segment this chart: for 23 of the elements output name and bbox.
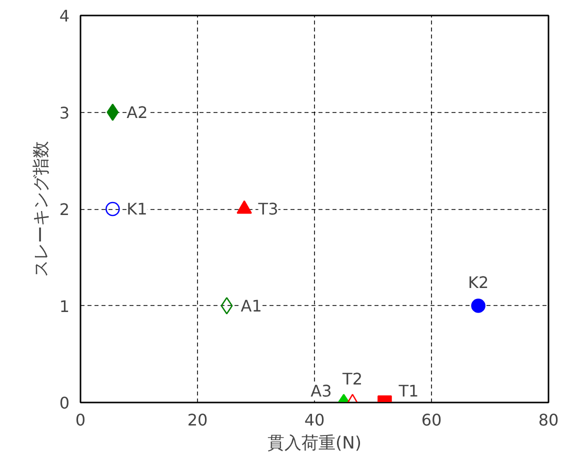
x-tick-label: 60 xyxy=(421,410,442,430)
series-label: K1 xyxy=(126,200,148,218)
x-tick-label: 20 xyxy=(187,410,208,430)
x-tick-label: 40 xyxy=(304,410,325,430)
y-axis-title: スレーキング指数 xyxy=(31,141,52,277)
x-axis-title: 貫入荷重(N) xyxy=(268,434,362,454)
y-tick-label: 4 xyxy=(59,6,70,26)
series-label: T1 xyxy=(398,382,419,400)
x-tick-label: 0 xyxy=(75,410,86,430)
x-tick-label: 80 xyxy=(538,410,559,430)
y-tick-label: 1 xyxy=(59,296,70,316)
y-tick-label: 0 xyxy=(59,394,70,412)
series-label: A3 xyxy=(310,382,332,400)
y-tick-label: 3 xyxy=(59,103,70,122)
point xyxy=(236,200,252,214)
point xyxy=(106,104,119,121)
series-label: T3 xyxy=(257,200,278,218)
series-label: A1 xyxy=(240,296,262,316)
series-label: T2 xyxy=(342,370,362,388)
y-tick-label: 2 xyxy=(59,200,70,219)
series-label: A2 xyxy=(126,102,148,122)
series-label: K2 xyxy=(468,272,489,292)
point xyxy=(106,202,120,216)
